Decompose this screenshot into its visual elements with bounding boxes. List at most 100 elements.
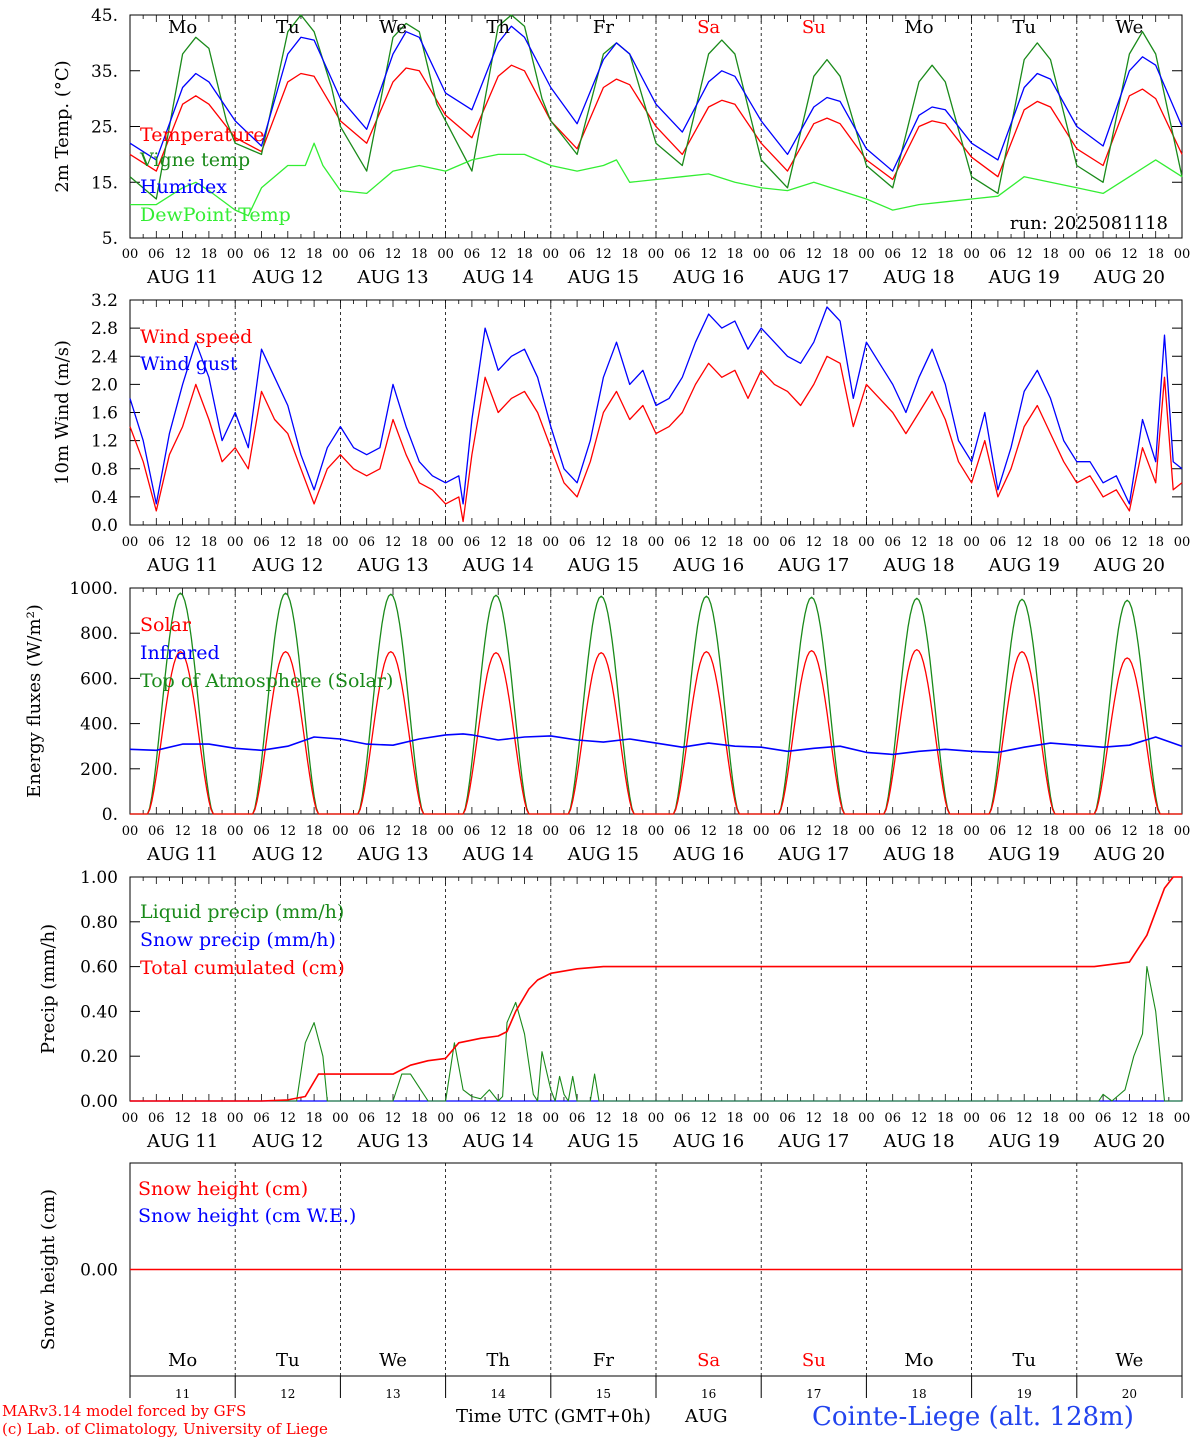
hour-tick-label: 00 xyxy=(122,247,139,262)
legend-solar: Solar xyxy=(140,614,192,636)
hour-tick-label: 00 xyxy=(122,1111,139,1126)
hour-tick-label: 18 xyxy=(1147,247,1164,262)
hour-tick-label: 00 xyxy=(227,824,244,839)
hour-tick-label: 18 xyxy=(832,247,849,262)
weekday-label: Sa xyxy=(697,17,720,38)
hour-tick-label: 12 xyxy=(595,824,612,839)
hour-tick-label: 06 xyxy=(1095,1111,1112,1126)
weekday-label: Mo xyxy=(904,1350,933,1371)
temp-axis-title: 2m Temp. (°C) xyxy=(52,60,73,192)
legend-infrared: Infrared xyxy=(140,642,220,664)
hour-tick-label: 06 xyxy=(779,1111,796,1126)
date-label: AUG 14 xyxy=(462,844,534,865)
hour-tick-label: 12 xyxy=(1016,824,1033,839)
hour-tick-label: 06 xyxy=(358,1111,375,1126)
date-label: AUG 14 xyxy=(462,555,534,576)
hour-tick-label: 18 xyxy=(1042,1111,1059,1126)
hour-tick-label: 00 xyxy=(1069,535,1086,550)
hour-tick-label: 00 xyxy=(753,247,770,262)
hour-tick-label: 06 xyxy=(148,1111,165,1126)
hour-tick-label: 06 xyxy=(990,247,1007,262)
hour-tick-label: 12 xyxy=(595,535,612,550)
x-axis-month: AUG xyxy=(685,1406,728,1427)
hour-tick-label: 12 xyxy=(806,247,823,262)
hour-tick-label: 12 xyxy=(385,535,402,550)
date-label: AUG 19 xyxy=(988,555,1060,576)
hour-tick-label: 12 xyxy=(806,1111,823,1126)
hour-tick-label: 06 xyxy=(464,247,481,262)
date-label: AUG 12 xyxy=(251,844,323,865)
hour-tick-label: 18 xyxy=(306,1111,323,1126)
hour-tick-label: 06 xyxy=(1095,535,1112,550)
hour-tick-label: 12 xyxy=(490,1111,507,1126)
hour-tick-label: 00 xyxy=(227,535,244,550)
weekday-label: Mo xyxy=(904,17,933,38)
hour-tick-label: 18 xyxy=(621,247,638,262)
date-label: AUG 12 xyxy=(251,1131,323,1152)
hour-tick-label: 06 xyxy=(464,1111,481,1126)
hour-tick-label: 00 xyxy=(753,535,770,550)
hour-tick-label: 18 xyxy=(1147,535,1164,550)
date-label: AUG 13 xyxy=(356,1131,428,1152)
weekday-label: Fr xyxy=(593,17,614,38)
hour-tick-label: 00 xyxy=(963,824,980,839)
hour-tick-label: 00 xyxy=(437,535,454,550)
hour-tick-label: 06 xyxy=(253,824,270,839)
y-tick-label: 2.8 xyxy=(91,319,118,339)
legend-humidex: Humidex xyxy=(140,176,227,198)
date-label: AUG 12 xyxy=(251,555,323,576)
snow-axis-title: Snow height (cm) xyxy=(38,1189,59,1350)
y-tick-label: 200. xyxy=(80,760,118,780)
hour-tick-label: 12 xyxy=(911,247,928,262)
hour-tick-label: 06 xyxy=(990,1111,1007,1126)
hour-tick-label: 12 xyxy=(1016,247,1033,262)
weekday-label: Th xyxy=(486,17,510,38)
date-label: AUG 17 xyxy=(777,555,849,576)
date-label: AUG 11 xyxy=(146,267,218,288)
y-tick-label: 400. xyxy=(80,715,118,735)
hour-tick-label: 12 xyxy=(700,535,717,550)
hour-tick-label: 00 xyxy=(1069,247,1086,262)
legend-snow-height-cm-w-e-: Snow height (cm W.E.) xyxy=(138,1205,356,1227)
date-label: AUG 14 xyxy=(462,267,534,288)
legend-snow-precip-mm-h-: Snow precip (mm/h) xyxy=(140,929,336,951)
legend-temperature: Temperature xyxy=(140,124,264,146)
legend-vigne-temp: Vigne temp xyxy=(139,149,250,171)
series-wind-speed xyxy=(129,355,1183,523)
y-tick-label: 0.00 xyxy=(80,1092,118,1112)
date-label: AUG 13 xyxy=(356,267,428,288)
hour-tick-label: 06 xyxy=(358,247,375,262)
hour-tick-label: 06 xyxy=(884,824,901,839)
hour-tick-label: 18 xyxy=(516,824,533,839)
hour-tick-label: 18 xyxy=(201,247,218,262)
y-tick-label: 2.0 xyxy=(91,375,118,395)
energy-axis-title: Energy fluxes (W/m²) xyxy=(24,604,45,798)
date-label: AUG 19 xyxy=(988,844,1060,865)
hour-tick-label: 00 xyxy=(858,247,875,262)
hour-tick-label: 12 xyxy=(490,535,507,550)
weekday-label: Tu xyxy=(1012,1350,1036,1371)
day-number-label: 17 xyxy=(806,1387,821,1401)
hour-tick-label: 12 xyxy=(174,535,191,550)
day-number-label: 19 xyxy=(1017,1387,1032,1401)
hour-tick-label: 00 xyxy=(1069,824,1086,839)
day-number-label: 15 xyxy=(596,1387,611,1401)
hour-tick-label: 18 xyxy=(621,535,638,550)
hour-tick-label: 18 xyxy=(411,535,428,550)
y-tick-label: 2.4 xyxy=(91,347,118,367)
date-label: AUG 17 xyxy=(777,267,849,288)
y-tick-label: 0.00 xyxy=(80,1261,118,1281)
y-tick-label: 0.60 xyxy=(80,958,118,978)
hour-tick-label: 18 xyxy=(621,824,638,839)
hour-tick-label: 00 xyxy=(332,535,349,550)
date-label: AUG 20 xyxy=(1093,267,1165,288)
weekday-label: We xyxy=(1116,1350,1144,1371)
hour-tick-label: 12 xyxy=(174,824,191,839)
date-label: AUG 14 xyxy=(462,1131,534,1152)
y-tick-label: 1000. xyxy=(69,579,118,599)
date-label: AUG 16 xyxy=(672,844,744,865)
hour-tick-label: 06 xyxy=(148,824,165,839)
hour-tick-label: 06 xyxy=(779,247,796,262)
hour-tick-label: 00 xyxy=(753,1111,770,1126)
hour-tick-label: 06 xyxy=(1095,824,1112,839)
